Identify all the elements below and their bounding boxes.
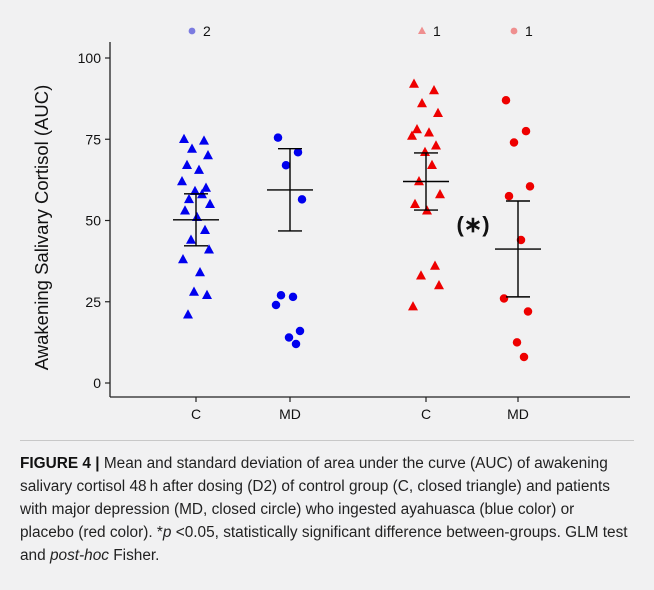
offscale-count-c-placebo: 1 [433,23,441,39]
data-point-c-ayahuasca [190,185,200,195]
data-point-c-ayahuasca [189,286,199,296]
data-point-c-ayahuasca [183,309,193,319]
data-point-md-placebo [499,294,509,303]
data-point-c-placebo [434,280,444,290]
data-point-c-placebo [407,130,417,140]
data-point-md-ayahuasca [291,339,301,349]
data-point-c-placebo [424,127,434,137]
significance-label: (∗) [456,212,489,237]
data-point-c-placebo [417,98,427,108]
y-tick-label: 50 [85,213,101,229]
data-point-c-ayahuasca [204,244,214,254]
data-point-c-ayahuasca [200,224,210,234]
caption-posthoc-italic: post-hoc [49,547,109,564]
data-point-c-ayahuasca [187,143,197,153]
data-point-c-placebo [427,159,437,169]
data-point-c-placebo [430,260,440,270]
data-point-c-ayahuasca [179,133,189,143]
data-point-c-ayahuasca [201,182,211,192]
data-point-c-ayahuasca [177,176,187,186]
data-point-c-ayahuasca [203,150,213,160]
data-point-md-placebo [509,138,519,147]
data-point-md-placebo [501,96,511,105]
data-point-c-ayahuasca [192,211,202,221]
data-point-c-placebo [408,301,418,311]
data-point-md-ayahuasca [288,292,298,302]
data-point-c-placebo [433,107,443,117]
y-tick-label: 100 [78,50,102,66]
data-point-md-ayahuasca [271,300,281,310]
data-point-c-ayahuasca [202,289,212,299]
figure-caption: FIGURE 4 | Mean and standard deviation o… [20,452,630,567]
data-point-c-ayahuasca [186,234,196,244]
offscale-count-md-placebo: 1 [525,23,533,39]
data-point-c-placebo [409,78,419,88]
data-point-c-placebo [435,189,445,199]
data-point-c-placebo [429,85,439,95]
data-point-c-ayahuasca [195,267,205,277]
data-point-c-ayahuasca [184,193,194,204]
data-point-c-placebo [412,124,422,134]
data-point-md-ayahuasca [295,326,305,336]
data-point-md-ayahuasca [281,161,291,170]
data-point-c-ayahuasca [199,135,209,145]
x-tick-label-c: C [191,406,201,422]
data-point-md-placebo [521,126,531,136]
data-point-c-ayahuasca [182,159,192,169]
data-point-md-placebo [504,191,514,201]
offscale-count-c-ayahuasca: 2 [203,23,211,39]
data-point-md-placebo [519,352,529,362]
data-point-c-placebo [414,176,424,186]
data-point-md-placebo [516,235,526,245]
data-point-c-ayahuasca [178,254,188,264]
y-tick-label: 0 [93,375,101,391]
caption-text-3: Fisher. [109,547,160,564]
data-point-c-placebo [431,140,441,150]
data-point-md-placebo [512,338,522,347]
y-axis-title: Awakening Salivary Cortisol (AUC) [31,85,52,370]
caption-text-2: <0.05, statistically significant differe… [20,524,628,564]
data-point-c-placebo [416,270,426,280]
data-point-md-ayahuasca [293,148,303,157]
data-point-md-ayahuasca [284,333,294,342]
y-tick-label: 25 [85,294,101,310]
data-point-c-ayahuasca [194,164,204,174]
data-point-c-ayahuasca [205,198,215,208]
data-point-md-ayahuasca [297,195,307,204]
caption-p-italic: p [162,524,172,541]
scatter-chart: 0 25 50 75 100 Awakening Salivary Cortisol (A… [31,23,630,422]
x-tick-label-md: MD [507,406,529,422]
caption-divider [20,440,634,441]
x-tick-label-c: C [421,406,431,422]
x-tick-label-md: MD [279,406,301,422]
data-point-c-placebo [410,198,420,208]
data-point-md-placebo [523,307,533,316]
data-point-md-placebo [525,182,535,191]
caption-text-1: Mean and standard deviation of area unde… [20,455,610,541]
data-point-c-ayahuasca [180,205,190,215]
offscale-marker-c-placebo [418,26,426,34]
caption-figure-label: FIGURE 4 | [20,455,100,472]
offscale-marker-md-placebo [510,27,518,35]
data-point-md-ayahuasca [276,291,286,300]
data-point-c-placebo [420,146,430,156]
chart-axes: 0 25 50 75 100 Awakening Salivary Cortisol (A… [31,42,630,422]
y-tick-label: 75 [85,131,101,147]
offscale-marker-c-ayahuasca [188,27,196,35]
chart-marks: 2 1 1 (∗) [173,23,541,362]
data-point-md-ayahuasca [273,133,283,142]
